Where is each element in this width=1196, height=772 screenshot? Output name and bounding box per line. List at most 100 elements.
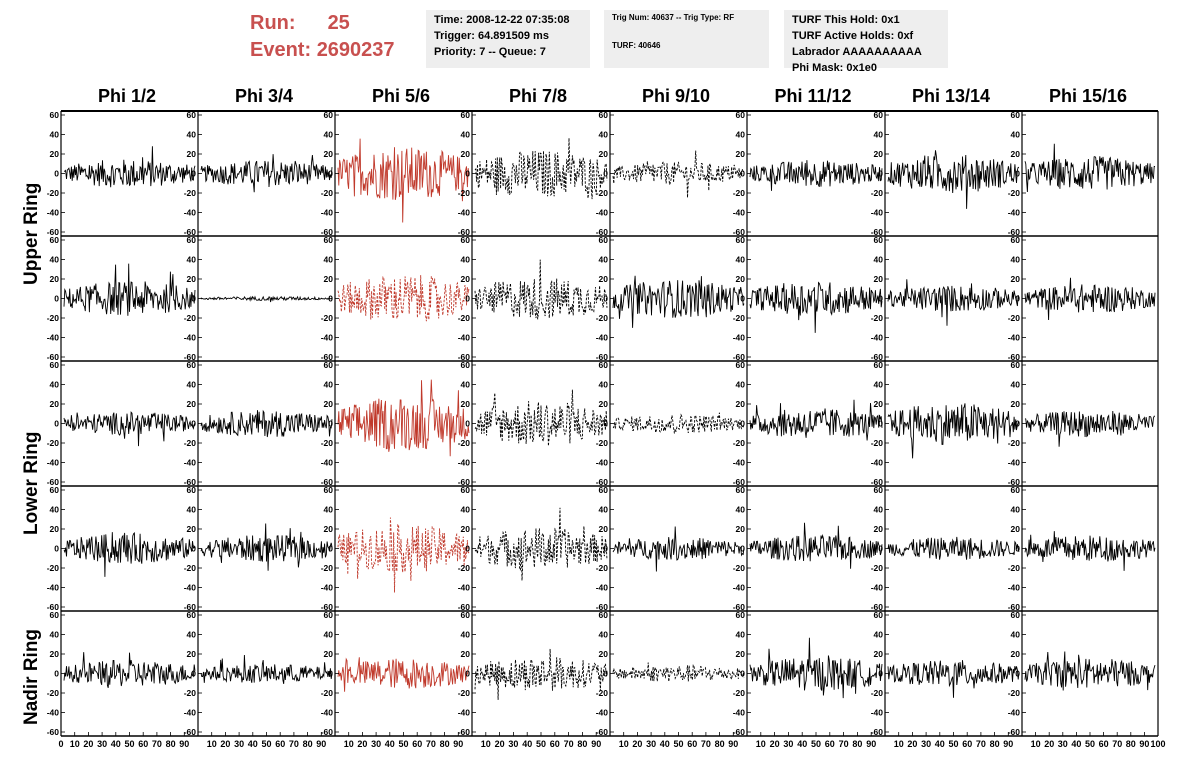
y-tick-label: -20	[733, 688, 746, 698]
waveform-panel	[200, 523, 333, 571]
x-tick-label: 90	[316, 739, 326, 749]
col-title-6: Phi 11/12	[774, 86, 852, 106]
x-tick-label: 100	[1150, 739, 1165, 749]
y-tick-label: 20	[874, 524, 884, 534]
y-tick-label: -60	[184, 477, 197, 487]
waveform-trace	[337, 379, 470, 457]
x-tick-label: 40	[248, 739, 258, 749]
trig-num-text: Trig Num: 40637 -- Trig Type: RF	[612, 13, 735, 22]
x-tick-label: 20	[357, 739, 367, 749]
waveform-trace	[200, 154, 333, 193]
waveform-trace	[337, 275, 470, 322]
waveform-trace	[63, 146, 196, 188]
y-tick-label: -20	[47, 188, 60, 198]
x-tick-label: 40	[935, 739, 945, 749]
y-tick-label: -60	[871, 227, 884, 237]
y-tick-label: 0	[191, 419, 196, 429]
y-tick-label: -60	[47, 352, 60, 362]
y-tick-label: 20	[324, 524, 334, 534]
x-tick-label: 30	[1058, 739, 1068, 749]
y-tick-label: -60	[321, 352, 334, 362]
y-tick-label: -60	[871, 352, 884, 362]
waveform-trace	[1024, 143, 1156, 193]
waveform-panel	[474, 259, 608, 320]
y-tick-label: -20	[1008, 438, 1021, 448]
y-tick-label: -40	[871, 333, 884, 343]
waveform-trace	[200, 409, 333, 438]
y-tick-label: -40	[871, 458, 884, 468]
y-tick-label: -20	[596, 438, 609, 448]
y-tick-label: 40	[736, 630, 746, 640]
y-tick-label: 60	[50, 110, 60, 120]
y-tick-label: 20	[187, 524, 197, 534]
y-tick-label: 20	[50, 649, 60, 659]
y-tick-label: 20	[187, 274, 197, 284]
y-tick-label: -60	[1008, 727, 1021, 737]
waveform-panel	[63, 652, 196, 689]
y-tick-label: -40	[1008, 708, 1021, 718]
y-tick-label: 20	[736, 649, 746, 659]
y-tick-label: 60	[324, 610, 334, 620]
waveform-panel	[887, 660, 1020, 698]
event-label: Event:	[250, 39, 312, 61]
y-tick-label: 60	[50, 610, 60, 620]
y-tick-label: 0	[1015, 169, 1020, 179]
waveform-trace	[1024, 410, 1155, 447]
y-tick-label: 0	[465, 544, 470, 554]
y-tick-label: -60	[733, 727, 746, 737]
waveform-trace	[474, 138, 608, 200]
y-tick-label: -60	[47, 602, 60, 612]
y-tick-label: -40	[733, 583, 746, 593]
trigger-text: Trigger: 64.891509 ms	[434, 30, 549, 42]
y-tick-label: 40	[50, 380, 60, 390]
waveform-panel	[1024, 410, 1155, 447]
col-title-7: Phi 13/14	[911, 86, 991, 106]
y-tick-label: -40	[321, 708, 334, 718]
trigger-info-box: Trig Num: 40637 -- Trig Type: RF TURF: 4…	[604, 10, 769, 68]
x-tick-label: 20	[907, 739, 917, 749]
waveform-panel	[474, 648, 608, 700]
y-tick-label: 0	[54, 669, 59, 679]
y-tick-label: -60	[458, 227, 471, 237]
x-tick-label: 80	[303, 739, 313, 749]
waveform-trace	[887, 403, 1020, 459]
waveform-panel	[887, 403, 1020, 459]
y-tick-label: 20	[1011, 399, 1021, 409]
y-tick-label: 20	[461, 399, 471, 409]
y-tick-label: 60	[324, 110, 334, 120]
y-tick-label: 0	[1015, 544, 1020, 554]
y-tick-label: 0	[878, 669, 883, 679]
y-tick-label: -60	[596, 477, 609, 487]
x-tick-label: 80	[1126, 739, 1136, 749]
x-tick-label: 70	[839, 739, 849, 749]
y-tick-label: 0	[465, 294, 470, 304]
y-tick-label: -40	[871, 708, 884, 718]
x-tick-label: 60	[1099, 739, 1109, 749]
y-tick-label: 60	[874, 610, 884, 620]
x-tick-label: 70	[976, 739, 986, 749]
y-tick-label: -40	[47, 708, 60, 718]
priority-text: Priority: 7 -- Queue: 7	[434, 46, 546, 58]
y-tick-label: -20	[47, 563, 60, 573]
waveform-trace	[200, 654, 333, 684]
y-tick-label: 0	[740, 544, 745, 554]
y-tick-label: -20	[733, 563, 746, 573]
waveform-trace	[337, 138, 470, 223]
y-tick-label: -60	[871, 477, 884, 487]
x-tick-label: 10	[619, 739, 629, 749]
waveform-trace	[749, 522, 883, 569]
waveform-trace	[887, 660, 1020, 698]
waveform-trace	[63, 263, 196, 316]
waveform-trace	[612, 662, 745, 682]
y-tick-label: 0	[603, 419, 608, 429]
y-tick-label: -20	[321, 438, 334, 448]
x-tick-label: 20	[770, 739, 780, 749]
y-tick-label: 20	[461, 274, 471, 284]
y-tick-label: 0	[191, 169, 196, 179]
y-tick-label: 60	[1011, 610, 1021, 620]
y-tick-label: 0	[1015, 419, 1020, 429]
x-tick-label: 70	[1112, 739, 1122, 749]
y-tick-label: 60	[1011, 485, 1021, 495]
y-tick-label: -20	[458, 188, 471, 198]
y-tick-label: -20	[184, 313, 197, 323]
